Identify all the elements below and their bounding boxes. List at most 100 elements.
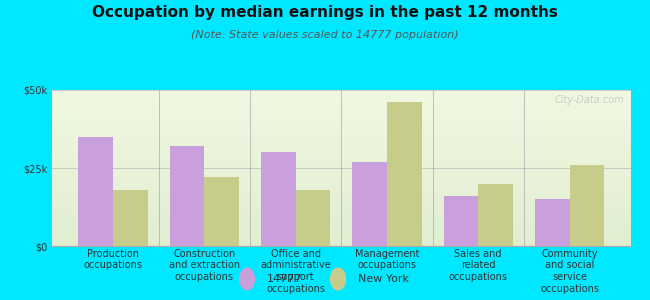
Bar bbox=[52, 207, 630, 208]
Bar bbox=[52, 137, 630, 138]
Bar bbox=[52, 230, 630, 232]
Bar bbox=[52, 194, 630, 196]
Bar bbox=[52, 226, 630, 227]
Bar bbox=[52, 185, 630, 187]
Bar bbox=[52, 212, 630, 213]
Bar bbox=[52, 162, 630, 163]
Bar bbox=[52, 112, 630, 113]
Bar bbox=[52, 204, 630, 206]
Bar bbox=[52, 229, 630, 230]
Bar bbox=[52, 165, 630, 166]
Bar bbox=[52, 193, 630, 194]
Bar bbox=[52, 187, 630, 188]
Bar bbox=[52, 169, 630, 171]
Bar bbox=[52, 124, 630, 126]
Bar bbox=[52, 176, 630, 177]
Bar bbox=[52, 129, 630, 130]
Bar bbox=[52, 110, 630, 112]
Bar bbox=[52, 206, 630, 207]
Bar bbox=[52, 146, 630, 148]
Bar bbox=[52, 121, 630, 123]
Bar bbox=[52, 163, 630, 165]
Text: City-Data.com: City-Data.com bbox=[555, 95, 625, 105]
Bar bbox=[52, 218, 630, 220]
Bar bbox=[52, 216, 630, 218]
Bar bbox=[387, 103, 422, 246]
Bar bbox=[52, 232, 630, 233]
Bar bbox=[52, 171, 630, 173]
Bar bbox=[52, 155, 630, 157]
Bar bbox=[52, 221, 630, 223]
Bar bbox=[52, 107, 630, 109]
Bar bbox=[478, 184, 513, 246]
Bar bbox=[52, 149, 630, 151]
Bar bbox=[52, 201, 630, 202]
Bar bbox=[52, 174, 630, 176]
Bar bbox=[52, 215, 630, 216]
Bar bbox=[52, 224, 630, 226]
Bar bbox=[52, 181, 630, 182]
Bar bbox=[52, 244, 630, 246]
Bar bbox=[569, 165, 604, 246]
Bar bbox=[52, 138, 630, 140]
Bar bbox=[52, 130, 630, 132]
Bar bbox=[52, 93, 630, 95]
Bar bbox=[52, 182, 630, 184]
Bar bbox=[52, 168, 630, 170]
Bar bbox=[52, 159, 630, 160]
Bar bbox=[52, 134, 630, 135]
Bar bbox=[52, 143, 630, 145]
Bar bbox=[52, 151, 630, 152]
Bar bbox=[52, 126, 630, 128]
Bar bbox=[113, 190, 148, 246]
Bar bbox=[52, 103, 630, 104]
Bar bbox=[52, 104, 630, 106]
Ellipse shape bbox=[330, 268, 346, 290]
Bar bbox=[52, 223, 630, 224]
Bar bbox=[52, 132, 630, 134]
Bar bbox=[52, 188, 630, 190]
Bar bbox=[52, 179, 630, 181]
Bar bbox=[52, 241, 630, 243]
Ellipse shape bbox=[239, 268, 255, 290]
Bar bbox=[52, 95, 630, 96]
Bar bbox=[52, 145, 630, 146]
Bar bbox=[52, 120, 630, 121]
Bar bbox=[52, 128, 630, 129]
Bar bbox=[204, 177, 239, 246]
Bar bbox=[52, 96, 630, 98]
Bar bbox=[52, 196, 630, 198]
Bar bbox=[52, 235, 630, 237]
Bar bbox=[52, 213, 630, 215]
Bar bbox=[52, 199, 630, 201]
Bar bbox=[52, 154, 630, 155]
Bar bbox=[52, 243, 630, 244]
Bar bbox=[52, 237, 630, 238]
Bar bbox=[52, 116, 630, 118]
Bar bbox=[52, 202, 630, 204]
Bar bbox=[52, 99, 630, 101]
Bar bbox=[52, 167, 630, 168]
Bar bbox=[52, 160, 630, 162]
Bar bbox=[52, 98, 630, 99]
Bar bbox=[52, 173, 630, 174]
Bar bbox=[52, 198, 630, 199]
Bar bbox=[170, 146, 204, 246]
Bar bbox=[261, 152, 296, 246]
Text: 14777: 14777 bbox=[266, 274, 302, 284]
Bar bbox=[52, 152, 630, 154]
Bar bbox=[52, 227, 630, 229]
Bar bbox=[52, 113, 630, 115]
Bar bbox=[52, 191, 630, 193]
Bar bbox=[52, 140, 630, 142]
Bar bbox=[443, 196, 478, 246]
Bar bbox=[52, 238, 630, 240]
Bar bbox=[52, 148, 630, 149]
Bar bbox=[52, 208, 630, 210]
Bar bbox=[52, 233, 630, 235]
Bar bbox=[52, 135, 630, 137]
Bar bbox=[52, 90, 630, 92]
Bar bbox=[52, 118, 630, 120]
Bar bbox=[52, 190, 630, 191]
Bar bbox=[352, 162, 387, 246]
